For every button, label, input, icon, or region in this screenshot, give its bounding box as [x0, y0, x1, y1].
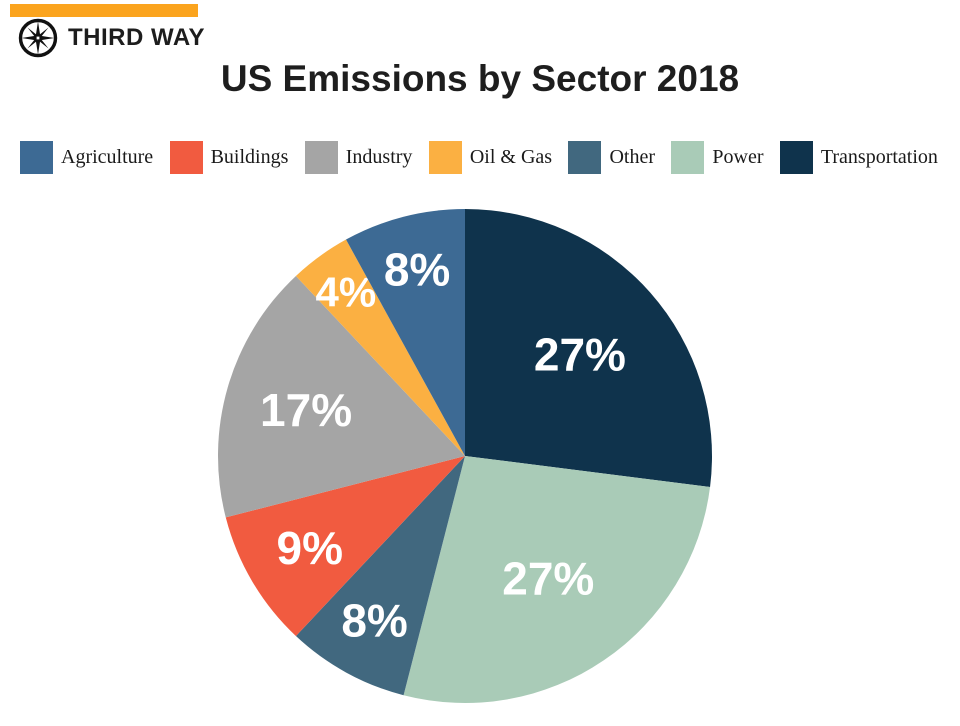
legend-swatch: [20, 141, 53, 174]
legend-label: Power: [712, 146, 764, 168]
legend-item-transportation: Transportation: [779, 141, 938, 174]
chart-title: US Emissions by Sector 2018: [220, 58, 740, 99]
legend-label: Buildings: [210, 146, 289, 168]
legend-label: Industry: [345, 146, 413, 168]
legend-item-agriculture: Agriculture: [20, 141, 153, 174]
legend-swatch: [169, 141, 203, 174]
legend-swatch: [304, 141, 338, 174]
legend-swatch: [428, 141, 462, 174]
legend-item-power: Power: [671, 141, 763, 174]
pie-label-transportation: 27%: [534, 329, 626, 381]
compass-star-icon: [18, 18, 58, 58]
pie-slice-other: [295, 456, 465, 696]
legend-item-buildings: Buildings: [169, 141, 289, 174]
legend-item-industry: Industry: [304, 141, 413, 174]
pie-slice-transportation: [465, 209, 712, 487]
pie-slice-power: [403, 456, 711, 704]
legend-swatch: [568, 141, 602, 174]
pie-label-industry: 17%: [260, 384, 352, 436]
pie-slice-buildings: [225, 456, 465, 637]
legend-item-oil-gas: Oil & Gas: [428, 141, 553, 174]
brand-name: THIRD WAY: [68, 24, 205, 51]
pie-slice-oil-gas: [295, 239, 465, 456]
brand-accent-bar: [10, 4, 198, 17]
chart-legend: Agriculture Buildings Industry Oil & Gas…: [20, 141, 938, 174]
brand-logo: THIRD WAY: [17, 17, 205, 59]
legend-label: Oil & Gas: [469, 146, 553, 168]
legend-label: Other: [609, 146, 655, 168]
legend-item-other: Other: [568, 141, 655, 174]
pie-slice-agriculture: [346, 209, 465, 456]
legend-swatch: [779, 141, 813, 174]
legend-label: Transportation: [820, 146, 938, 168]
pie-label-other: 8%: [341, 595, 407, 647]
pie-label-buildings: 9%: [277, 522, 343, 574]
pie-slice-industry: [217, 275, 465, 518]
pie-label-power: 27%: [502, 553, 594, 605]
legend-label: Agriculture: [61, 146, 154, 168]
pie-label-agriculture: 8%: [384, 243, 450, 295]
legend-swatch: [671, 141, 705, 174]
pie-label-oil-gas: 4%: [316, 269, 377, 316]
